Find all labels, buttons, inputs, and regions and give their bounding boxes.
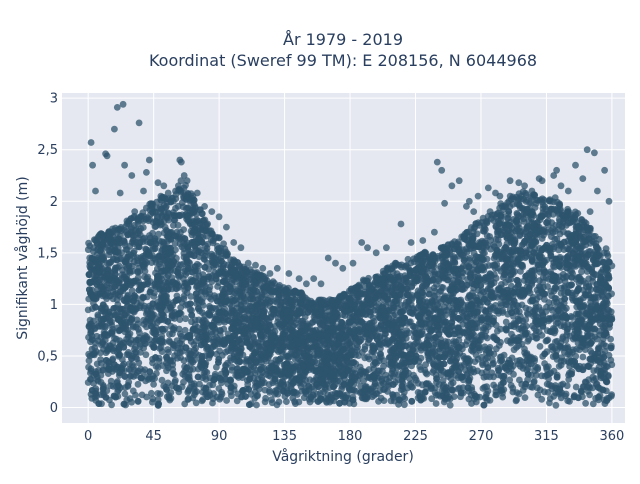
data-point xyxy=(97,356,104,363)
data-point xyxy=(401,401,408,408)
data-point xyxy=(544,337,551,344)
data-point xyxy=(516,377,523,384)
data-point xyxy=(588,339,595,346)
data-point xyxy=(569,314,576,321)
data-point xyxy=(563,391,570,398)
data-point xyxy=(126,361,133,368)
data-point xyxy=(375,398,382,405)
data-point xyxy=(424,371,431,378)
data-point xyxy=(209,400,216,407)
data-point xyxy=(171,371,178,378)
data-point xyxy=(580,354,587,361)
data-point xyxy=(128,399,135,406)
data-point xyxy=(262,398,269,405)
data-point xyxy=(188,318,195,325)
data-point xyxy=(433,400,440,407)
data-point xyxy=(408,384,415,391)
data-point xyxy=(163,360,170,367)
data-point xyxy=(172,205,179,212)
data-point xyxy=(449,387,456,394)
data-point xyxy=(99,367,106,374)
data-point xyxy=(125,379,132,386)
data-point xyxy=(494,328,501,335)
data-point xyxy=(97,350,104,357)
data-point xyxy=(222,349,229,356)
data-point xyxy=(545,375,552,382)
data-point xyxy=(607,336,614,343)
data-point xyxy=(127,330,134,337)
data-point xyxy=(504,215,511,222)
data-point xyxy=(548,233,555,240)
data-point xyxy=(143,335,150,342)
data-point xyxy=(158,344,165,351)
data-point xyxy=(165,380,172,387)
data-point xyxy=(572,209,579,216)
data-point xyxy=(553,402,560,409)
data-point xyxy=(159,377,166,384)
data-point xyxy=(405,256,412,263)
data-point xyxy=(450,379,457,386)
data-point xyxy=(254,393,261,400)
data-point xyxy=(133,337,140,344)
data-point xyxy=(153,363,160,370)
data-point xyxy=(483,391,490,398)
data-point xyxy=(125,349,132,356)
data-point xyxy=(502,202,509,209)
data-point xyxy=(210,390,217,397)
data-point xyxy=(148,259,155,266)
data-point xyxy=(85,379,92,386)
data-point xyxy=(164,346,171,353)
data-point xyxy=(132,392,139,399)
data-point xyxy=(460,353,467,360)
data-point xyxy=(362,343,369,350)
data-point xyxy=(135,381,142,388)
data-point xyxy=(548,227,555,234)
data-point xyxy=(478,219,485,226)
data-point xyxy=(382,372,389,379)
data-point xyxy=(480,325,487,332)
data-point xyxy=(108,401,115,408)
data-point xyxy=(537,343,544,350)
data-point xyxy=(482,226,489,233)
data-point xyxy=(582,400,589,407)
data-point xyxy=(447,402,454,409)
data-point xyxy=(228,392,235,399)
data-point xyxy=(510,389,517,396)
data-point xyxy=(223,397,230,404)
